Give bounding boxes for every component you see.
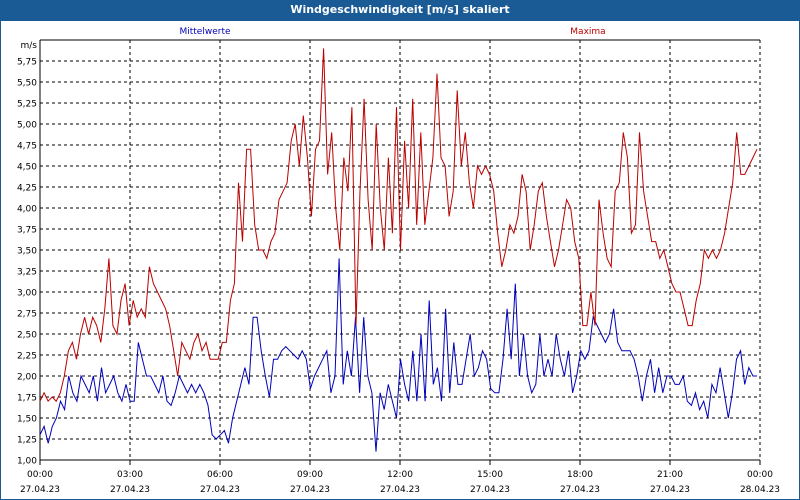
y-axis-ticks: 5,75 5,50 5,25 5,00 4,75 4,50 4,25 4,00 3,75 3,50…: [17, 41, 37, 467]
y-tick-label: 3,00: [17, 289, 37, 299]
y-tick-label: 5,25: [17, 100, 37, 110]
x-tick-date: 27.04.23: [470, 485, 510, 495]
legend-label-mittelwerte: Mittelwerte: [179, 27, 230, 37]
series-line-mittelwerte: [39, 258, 757, 452]
y-tick-label: 1,75: [17, 394, 37, 404]
legend: Mittelwerte Maxima: [179, 27, 605, 37]
y-tick-label: 4,75: [17, 142, 37, 152]
x-tick-time: 03:00: [117, 470, 143, 480]
x-tick-time: 12:00: [387, 470, 413, 480]
y-tick-label: 2,50: [17, 331, 37, 341]
x-tick-time: 15:00: [477, 470, 503, 480]
x-axis-ticks: 00:00 27.04.23 03:00 27.04.23 06:00 27.04.23 0…: [20, 470, 780, 495]
x-tick-date: 27.04.23: [650, 485, 690, 495]
x-tick-time: 09:00: [297, 470, 323, 480]
x-tick-date: 28.04.23: [740, 485, 780, 495]
x-tick-date: 27.04.23: [200, 485, 240, 495]
axes: [39, 39, 761, 465]
x-tick-time: 06:00: [207, 470, 233, 480]
x-tick-date: 27.04.23: [20, 485, 60, 495]
y-tick-label: 5,75: [17, 58, 37, 68]
x-tick-date: 27.04.23: [560, 485, 600, 495]
y-tick-label: 5,50: [17, 79, 37, 89]
y-tick-label: 2,75: [17, 310, 37, 320]
y-tick-label: 4,25: [17, 184, 37, 194]
series-line-maxima: [39, 48, 758, 403]
y-tick-label: 4,50: [17, 163, 37, 173]
x-tick-date: 27.04.23: [380, 485, 420, 495]
y-tick-label: 1,00: [17, 457, 37, 467]
y-tick-label: 1,25: [17, 436, 37, 446]
x-tick-time: 18:00: [567, 470, 593, 480]
x-tick-time: 00:00: [747, 470, 773, 480]
y-tick-label: 2,25: [17, 352, 37, 362]
window-title: Windgeschwindigkeit [m/s] skaliert: [0, 0, 800, 20]
y-tick-label: 2,00: [17, 373, 37, 383]
x-tick-date: 27.04.23: [290, 485, 330, 495]
series-lines: [39, 48, 758, 452]
y-tick-label: 3,50: [17, 247, 37, 257]
y-tick-label: 1,50: [17, 415, 37, 425]
x-tick-time: 00:00: [27, 470, 53, 480]
x-tick-time: 21:00: [657, 470, 683, 480]
legend-label-maxima: Maxima: [570, 27, 605, 37]
y-tick-label: 5,00: [17, 121, 37, 131]
y-tick-label: 3,25: [17, 268, 37, 278]
x-tick-date: 27.04.23: [110, 485, 150, 495]
y-tick-label: 3,75: [17, 226, 37, 236]
y-unit-label: m/s: [21, 41, 38, 51]
y-tick-label: 4,00: [17, 205, 37, 215]
